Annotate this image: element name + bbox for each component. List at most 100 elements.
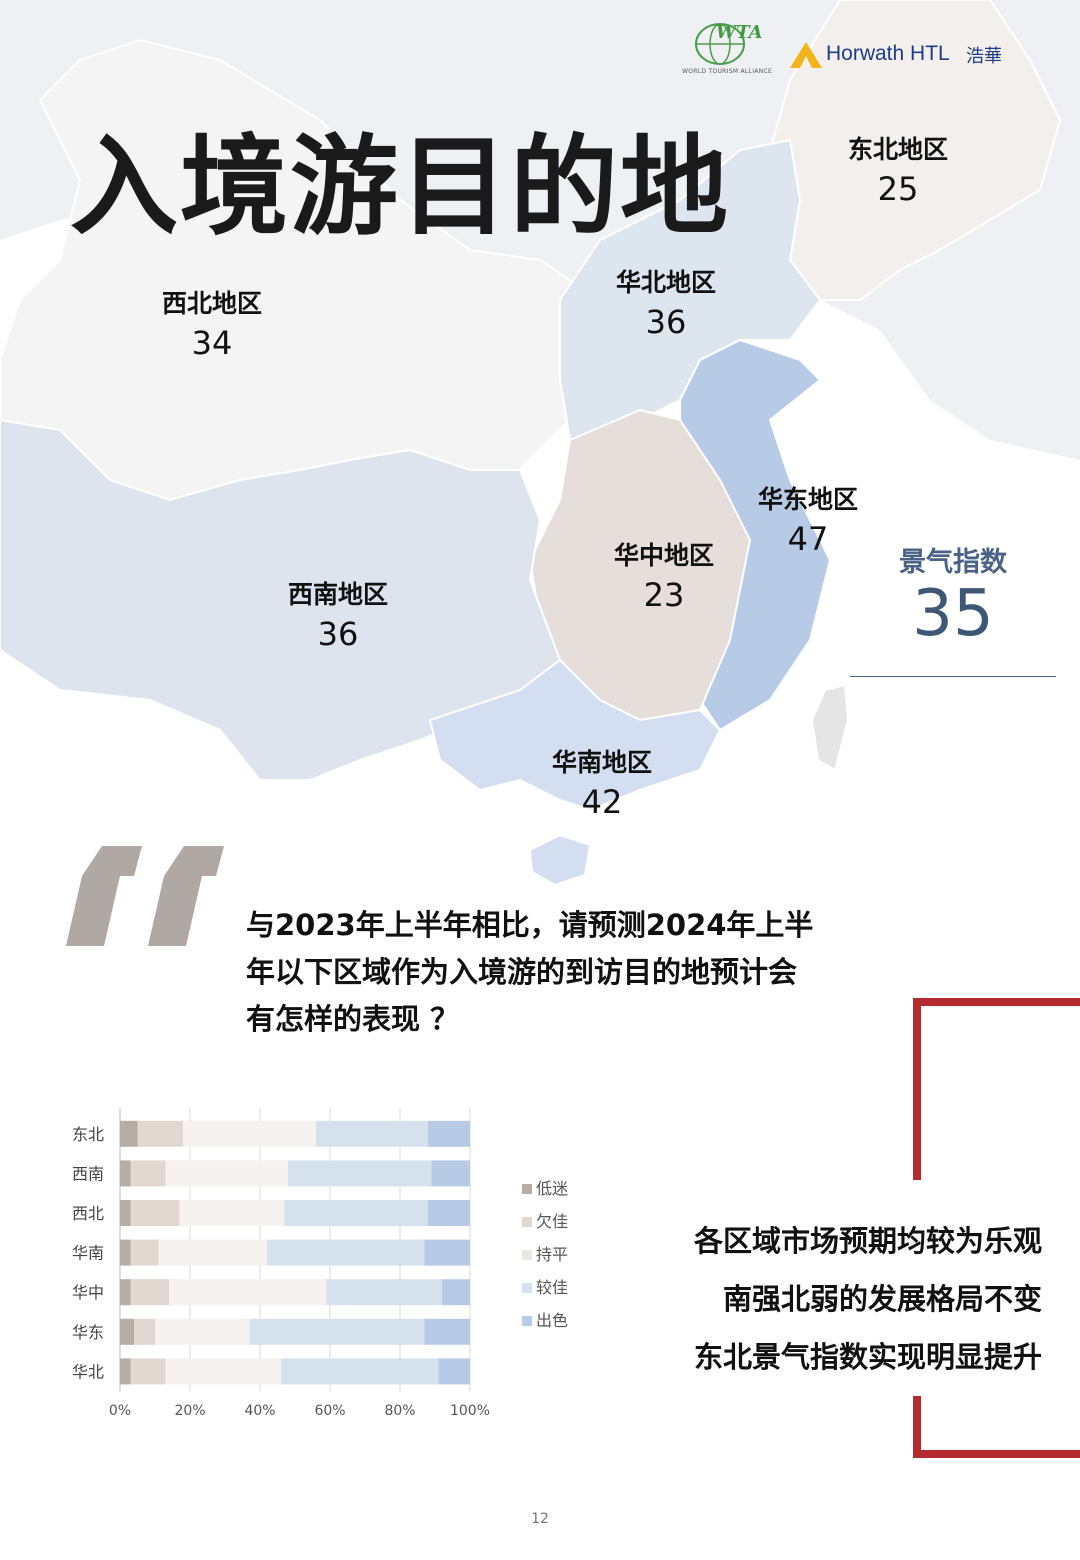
region-label-south: 华南地区 42 [512, 743, 692, 821]
chart-bar-segment [155, 1318, 250, 1345]
region-name: 华北地区 [615, 268, 716, 297]
chart-category-label: 西南 [72, 1164, 104, 1183]
sentiment-index-value: 35 [912, 577, 994, 651]
region-name: 西南地区 [287, 580, 388, 609]
chart-legend-label: 低迷 [536, 1179, 568, 1198]
chart-legend-label: 持平 [536, 1245, 568, 1264]
chart-bar-segment [120, 1200, 131, 1226]
region-name: 华南地区 [551, 748, 652, 777]
horwath-logo: Horwath HTL 浩華 [790, 38, 1020, 72]
quote-mark-icon [66, 846, 224, 946]
chart-bar-segment [326, 1279, 442, 1306]
survey-question-line: 与2023年上半年相比，请预测2024年上半 [246, 908, 814, 942]
chart-bar-segment [165, 1358, 281, 1385]
chart-x-tick-label: 20% [174, 1403, 205, 1419]
chart-legend-swatch [522, 1217, 532, 1227]
conclusion-text: 各区域市场预期均较为乐观 南强北弱的发展格局不变 东北景气指数实现明显提升 [600, 1212, 1042, 1386]
conclusion-line: 南强北弱的发展格局不变 [722, 1282, 1042, 1316]
chart-bar-segment [183, 1120, 316, 1147]
page-title: 入境游目的地 [70, 125, 731, 250]
sentiment-index: 景气指数 35 [850, 540, 1056, 651]
chart-bar-segment [438, 1358, 470, 1385]
chart-x-tick-label: 40% [244, 1403, 275, 1419]
chart-bar-segment [130, 1279, 169, 1306]
chart-bar-segment [424, 1239, 470, 1266]
region-value: 47 [787, 520, 829, 558]
chart-category-label: 华东 [72, 1323, 104, 1342]
region-label-north: 华北地区 36 [576, 263, 756, 341]
region-name: 东北地区 [847, 135, 948, 164]
index-divider [850, 676, 1056, 677]
region-value: 36 [645, 303, 687, 341]
chart-bar-segment [120, 1318, 134, 1345]
chart-bar-segment [428, 1120, 470, 1147]
region-name: 华东地区 [757, 485, 858, 514]
chart-bar-segment [165, 1160, 288, 1187]
chart-bar-segment [134, 1318, 155, 1345]
chart-bar-segment [281, 1358, 439, 1385]
region-label-northwest: 西北地区 34 [122, 284, 302, 362]
map-region-south [428, 658, 722, 812]
chart-bar-segment [130, 1200, 180, 1226]
chart-bar-segment [130, 1358, 166, 1385]
chart-bar-segment [431, 1160, 470, 1187]
region-label-northeast: 东北地区 25 [808, 130, 988, 208]
chart-legend-swatch [522, 1283, 532, 1293]
chart-x-tick-label: 80% [384, 1403, 415, 1419]
chart-category-label: 华中 [72, 1283, 104, 1302]
region-label-central: 华中地区 23 [574, 536, 754, 614]
region-name: 西北地区 [161, 289, 262, 318]
page-number: 12 [531, 1511, 549, 1527]
china-map [0, 0, 1080, 887]
horwath-logo-chinese: 浩華 [966, 46, 1002, 67]
chart-category-label: 西北 [72, 1204, 104, 1223]
red-bracket-frame [913, 998, 1080, 1458]
sentiment-index-label: 景气指数 [899, 547, 1007, 578]
region-name: 华中地区 [613, 541, 714, 570]
chart-legend-swatch [522, 1316, 532, 1326]
chart-bar-segment [120, 1358, 131, 1385]
region-label-southwest: 西南地区 36 [248, 575, 428, 653]
horwath-logo-text: Horwath HTL [826, 42, 950, 65]
survey-question-line: 有怎样的表现 ？ [246, 1002, 460, 1036]
map-taiwan-island [810, 683, 850, 772]
wta-logo-subtitle: WORLD TOURISM ALLIANCE [682, 68, 773, 75]
chart-x-tick-label: 60% [314, 1403, 345, 1419]
region-label-east: 华东地区 47 [718, 480, 898, 558]
chart-bar-segment [137, 1120, 183, 1147]
chart-bar-segment [169, 1279, 327, 1306]
region-value: 25 [877, 170, 919, 208]
chart-category-label: 华南 [72, 1244, 104, 1263]
chart-bar-segment [249, 1318, 425, 1345]
chart-bar-segment [120, 1239, 131, 1266]
chart-legend-label: 欠佳 [536, 1212, 568, 1231]
chart-bar-segment [120, 1160, 131, 1187]
survey-question-line: 年以下区域作为入境游的到访目的地预计会 [246, 955, 798, 989]
conclusion-line: 东北景气指数实现明显提升 [693, 1340, 1042, 1374]
chart-bar-segment [442, 1279, 470, 1306]
chart-bar-segment [120, 1279, 131, 1306]
region-value: 23 [643, 576, 685, 614]
chart-bar-segment [158, 1239, 267, 1266]
chart-bar-segment [284, 1200, 428, 1226]
map-hainan-island [528, 833, 592, 887]
chart-category-label: 华北 [72, 1362, 104, 1381]
chart-bar-segment [130, 1239, 159, 1266]
chart-bar-segment [288, 1160, 432, 1187]
chart-bar-segment [120, 1120, 138, 1147]
chart-bar-segment [428, 1200, 470, 1226]
chart-bar-segment [316, 1120, 428, 1147]
chart-legend-swatch [522, 1184, 532, 1194]
region-value: 34 [191, 324, 233, 362]
chart-legend-swatch [522, 1250, 532, 1260]
chart-x-tick-label: 0% [109, 1403, 131, 1419]
survey-question: 与2023年上半年相比，请预测2024年上半 年以下区域作为入境游的到访目的地预… [246, 902, 866, 1043]
wta-logo-text: WTA [716, 22, 763, 43]
chart-bar-segment [424, 1318, 470, 1345]
map-region-southwest [0, 418, 562, 781]
region-value: 42 [581, 783, 623, 821]
region-value: 36 [317, 615, 359, 653]
horwath-mark-icon [790, 42, 822, 68]
chart-legend-label: 出色 [536, 1311, 568, 1330]
